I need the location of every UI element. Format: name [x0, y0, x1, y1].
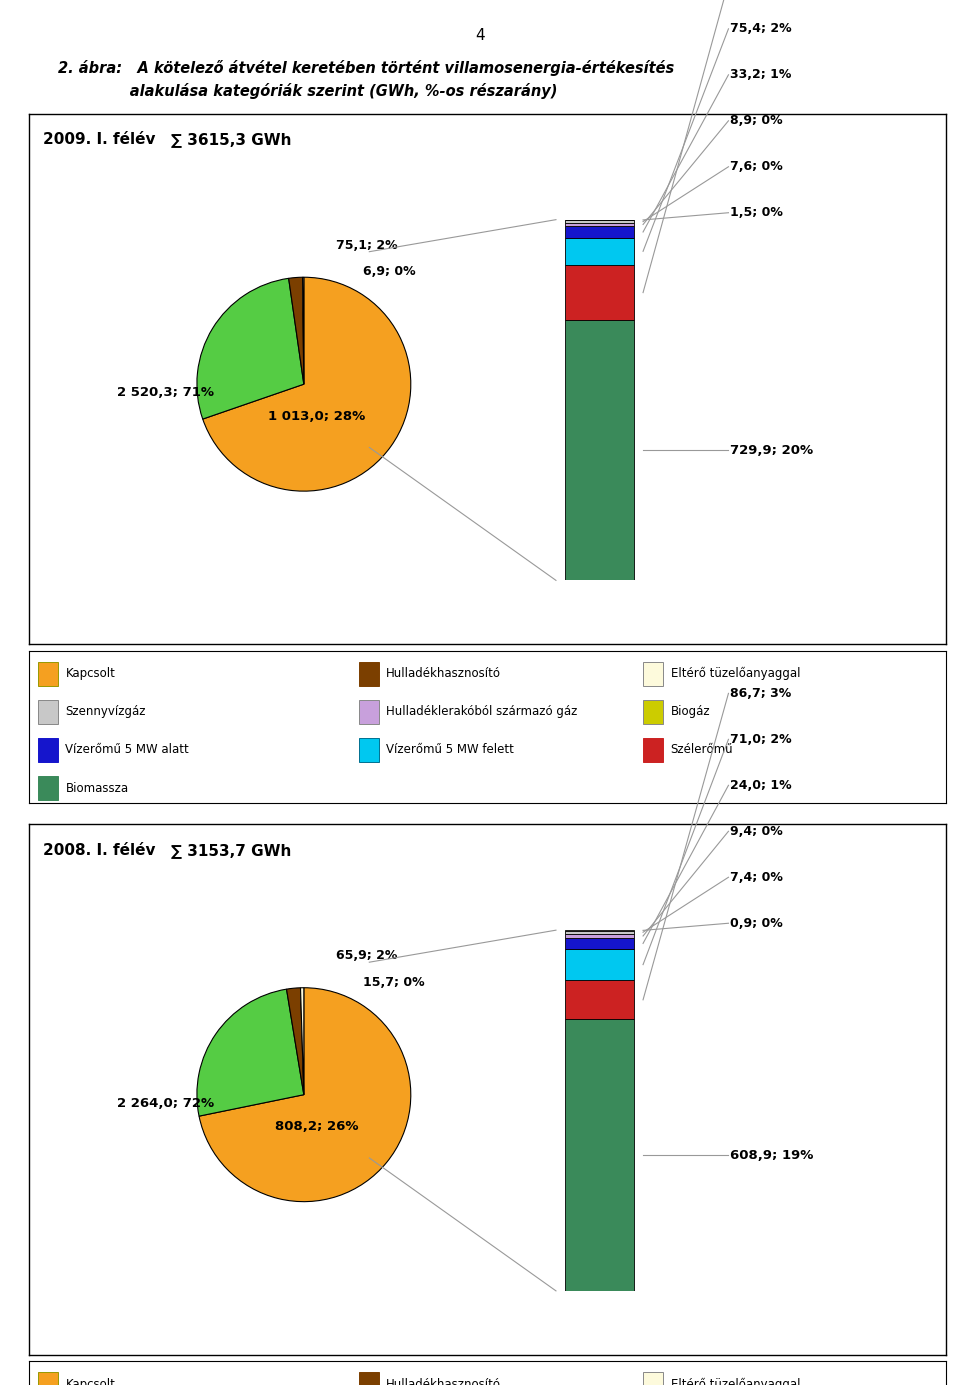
- Text: Eltérő tüzelőanyaggal: Eltérő tüzelőanyaggal: [670, 668, 800, 680]
- Wedge shape: [203, 277, 411, 492]
- Bar: [643, 699, 663, 724]
- Text: Kapcsolt: Kapcsolt: [65, 1378, 115, 1385]
- Wedge shape: [289, 277, 303, 384]
- Text: 0,9; 0%: 0,9; 0%: [731, 917, 783, 929]
- Text: Vízerőmű 5 MW felett: Vízerőmű 5 MW felett: [386, 744, 515, 756]
- Bar: [564, 1019, 635, 1291]
- Bar: [564, 933, 635, 938]
- Bar: [564, 981, 635, 1019]
- Text: 9,4; 0%: 9,4; 0%: [731, 825, 783, 838]
- Wedge shape: [286, 988, 303, 1094]
- Bar: [564, 265, 635, 320]
- Text: 65,9; 2%: 65,9; 2%: [336, 949, 397, 963]
- Text: 71,0; 2%: 71,0; 2%: [731, 733, 792, 747]
- Bar: [643, 738, 663, 762]
- Bar: [564, 226, 635, 238]
- Text: alakulása kategóriák szerint (GWh, %-os részarány): alakulása kategóriák szerint (GWh, %-os …: [58, 83, 557, 100]
- Text: Hulladékhasznosító: Hulladékhasznosító: [386, 1378, 501, 1385]
- Bar: [643, 1373, 663, 1385]
- Text: Szennyvízgáz: Szennyvízgáz: [65, 705, 146, 719]
- Text: ∑ 3615,3 GWh: ∑ 3615,3 GWh: [171, 132, 292, 147]
- Bar: [643, 662, 663, 686]
- Text: 4: 4: [475, 28, 485, 43]
- Text: Biomassza: Biomassza: [65, 781, 129, 795]
- Text: ∑ 3153,7 GWh: ∑ 3153,7 GWh: [171, 842, 291, 857]
- Wedge shape: [300, 988, 304, 1094]
- Text: 24,0; 1%: 24,0; 1%: [731, 778, 792, 792]
- Text: Hulladéklerakóból származó gáz: Hulladéklerakóból származó gáz: [386, 705, 578, 719]
- Bar: [359, 699, 379, 724]
- Text: 6,9; 0%: 6,9; 0%: [363, 266, 416, 278]
- Bar: [38, 776, 59, 801]
- Bar: [359, 1373, 379, 1385]
- Text: 2009. I. félév: 2009. I. félév: [42, 132, 156, 147]
- Bar: [564, 238, 635, 265]
- Wedge shape: [197, 989, 303, 1116]
- Text: 7,4; 0%: 7,4; 0%: [731, 871, 783, 884]
- Text: 608,9; 19%: 608,9; 19%: [731, 1148, 814, 1162]
- Text: Biogáz: Biogáz: [670, 705, 710, 719]
- Bar: [564, 320, 635, 580]
- Text: Vízerőmű 5 MW alatt: Vízerőmű 5 MW alatt: [65, 744, 189, 756]
- Text: 1,5; 0%: 1,5; 0%: [731, 206, 783, 219]
- Bar: [38, 699, 59, 724]
- Wedge shape: [302, 277, 303, 384]
- Bar: [564, 223, 635, 226]
- Bar: [564, 931, 635, 933]
- Bar: [564, 220, 635, 223]
- Text: 15,7; 0%: 15,7; 0%: [363, 976, 424, 989]
- Wedge shape: [197, 278, 303, 420]
- Bar: [38, 662, 59, 686]
- Text: Szélerőmű: Szélerőmű: [670, 744, 733, 756]
- Bar: [359, 662, 379, 686]
- Text: 33,2; 1%: 33,2; 1%: [731, 68, 792, 82]
- Text: Kapcsolt: Kapcsolt: [65, 668, 115, 680]
- Text: 808,2; 26%: 808,2; 26%: [275, 1120, 358, 1133]
- Text: 2 264,0; 72%: 2 264,0; 72%: [117, 1097, 214, 1109]
- Bar: [359, 738, 379, 762]
- Text: 2008. I. félév: 2008. I. félév: [42, 842, 156, 857]
- Text: 2. ábra:   A kötelező átvétel keretében történt villamosenergia-értékesítés: 2. ábra: A kötelező átvétel keretében tö…: [58, 60, 674, 76]
- Text: 729,9; 20%: 729,9; 20%: [731, 445, 813, 457]
- Text: 1 013,0; 28%: 1 013,0; 28%: [268, 410, 366, 422]
- Bar: [38, 738, 59, 762]
- Bar: [38, 1373, 59, 1385]
- Wedge shape: [199, 988, 411, 1202]
- Text: 86,7; 3%: 86,7; 3%: [731, 687, 792, 699]
- Bar: [564, 949, 635, 981]
- Text: Eltérő tüzelőanyaggal: Eltérő tüzelőanyaggal: [670, 1378, 800, 1385]
- Text: 8,9; 0%: 8,9; 0%: [731, 115, 783, 127]
- Text: 2 520,3; 71%: 2 520,3; 71%: [117, 386, 214, 399]
- Text: 75,4; 2%: 75,4; 2%: [731, 22, 792, 36]
- Text: Hulladékhasznosító: Hulladékhasznosító: [386, 668, 501, 680]
- Bar: [564, 938, 635, 949]
- Text: 75,1; 2%: 75,1; 2%: [336, 238, 397, 252]
- Text: 7,6; 0%: 7,6; 0%: [731, 161, 783, 173]
